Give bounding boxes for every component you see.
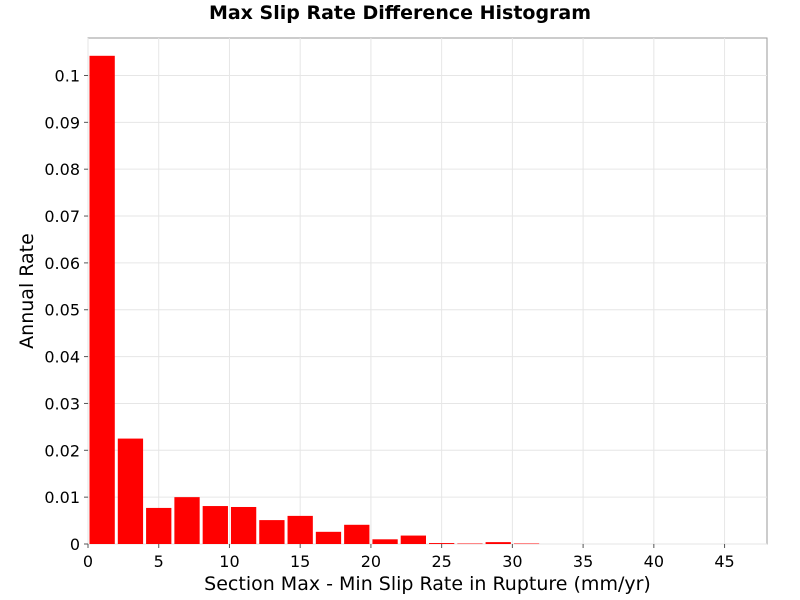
x-tick-label: 25 bbox=[431, 552, 451, 571]
histogram-bar bbox=[344, 524, 370, 544]
y-axis-ticks: 0 0.01 0.02 0.03 0.04 0.05 0.06 0.07 0.08 0.09 0.1 bbox=[44, 66, 88, 554]
x-tick-label: 35 bbox=[573, 552, 593, 571]
y-tick-label: 0.09 bbox=[44, 113, 80, 132]
histogram-bar bbox=[513, 543, 540, 545]
x-axis-ticks: 0 5 10 15 20 25 30 35 40 45 bbox=[83, 544, 735, 571]
y-axis-title: Annual Rate bbox=[16, 233, 38, 349]
histogram-bar bbox=[400, 535, 426, 544]
x-tick-label: 15 bbox=[290, 552, 310, 571]
y-tick-label: 0.02 bbox=[44, 441, 80, 460]
chart-title: Max Slip Rate Difference Histogram bbox=[208, 2, 592, 24]
histogram-bar bbox=[230, 506, 257, 544]
y-tick-label: 0.06 bbox=[44, 254, 80, 273]
y-tick-label: 0.1 bbox=[55, 66, 80, 85]
histogram-bar bbox=[287, 515, 313, 544]
histogram-bar bbox=[372, 539, 398, 544]
y-tick-label: 0.04 bbox=[44, 348, 80, 367]
grid-lines bbox=[87, 38, 767, 545]
plot-area bbox=[87, 37, 768, 545]
y-tick-label: 0.07 bbox=[44, 207, 80, 226]
y-tick-label: 0.01 bbox=[44, 488, 80, 507]
histogram-bar bbox=[117, 438, 144, 544]
histogram-bar bbox=[259, 520, 285, 544]
y-tick-label: 0.08 bbox=[44, 160, 80, 179]
bar-group bbox=[89, 55, 540, 545]
histogram-bar bbox=[457, 543, 483, 545]
y-tick-label: 0.03 bbox=[44, 394, 80, 413]
x-tick-label: 10 bbox=[219, 552, 239, 571]
histogram-bar bbox=[485, 542, 511, 544]
x-axis-title: Section Max - Min Slip Rate in Rupture (… bbox=[204, 573, 651, 595]
histogram-bar bbox=[146, 507, 172, 544]
y-tick-label: 0 bbox=[70, 535, 80, 554]
x-tick-label: 5 bbox=[154, 552, 164, 571]
x-tick-label: 0 bbox=[83, 552, 93, 571]
x-tick-label: 40 bbox=[644, 552, 664, 571]
x-tick-label: 20 bbox=[361, 552, 381, 571]
histogram-bar bbox=[174, 497, 200, 544]
x-tick-label: 30 bbox=[502, 552, 522, 571]
x-tick-label: 45 bbox=[714, 552, 734, 571]
histogram-bar bbox=[89, 55, 115, 544]
y-tick-label: 0.05 bbox=[44, 301, 80, 320]
histogram-bar bbox=[315, 531, 342, 544]
histogram-bar bbox=[429, 543, 455, 544]
histogram-bar bbox=[202, 506, 228, 544]
